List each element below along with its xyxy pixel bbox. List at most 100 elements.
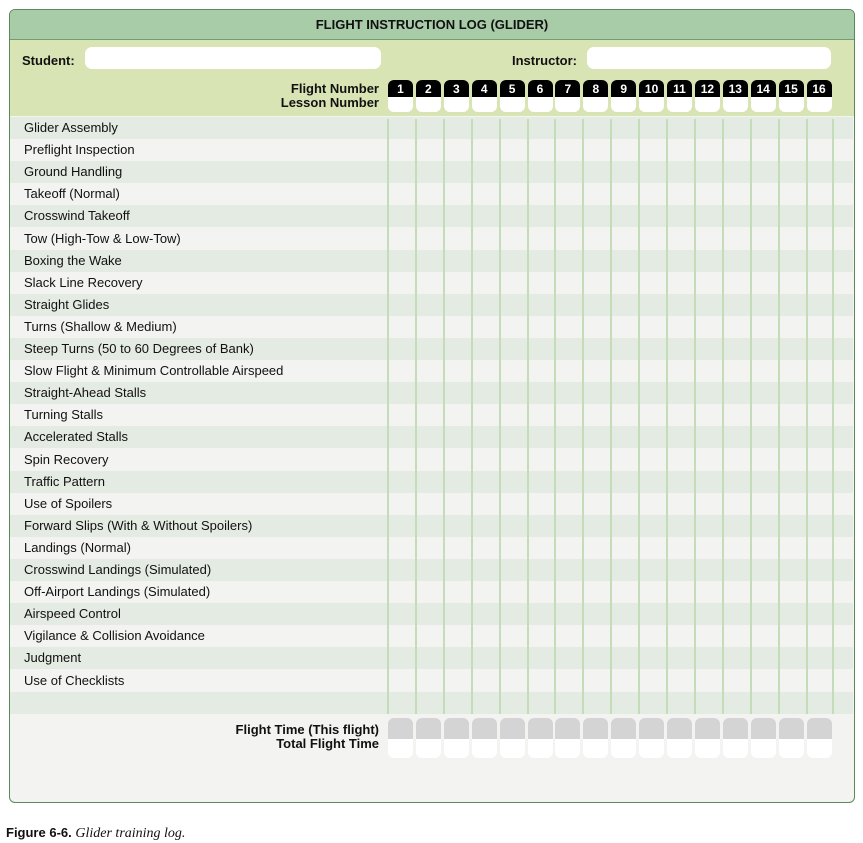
grade-cell[interactable]: [444, 537, 470, 559]
grade-cell[interactable]: [388, 537, 414, 559]
grade-cell[interactable]: [583, 647, 609, 669]
grade-cell[interactable]: [388, 250, 414, 272]
grade-cell[interactable]: [416, 117, 442, 139]
grade-cell[interactable]: [444, 250, 470, 272]
grade-cell[interactable]: [611, 426, 637, 448]
grade-cell[interactable]: [416, 161, 442, 183]
grade-cell[interactable]: [639, 581, 665, 603]
grade-cell[interactable]: [639, 404, 665, 426]
grade-cell[interactable]: [528, 537, 554, 559]
grade-cell[interactable]: [472, 449, 498, 471]
grade-cell[interactable]: [779, 250, 805, 272]
grade-cell[interactable]: [444, 426, 470, 448]
grade-cell[interactable]: [639, 117, 665, 139]
grade-cell[interactable]: [639, 228, 665, 250]
grade-cell[interactable]: [388, 559, 414, 581]
grade-cell[interactable]: [667, 515, 693, 537]
grade-cell[interactable]: [611, 670, 637, 692]
grade-cell[interactable]: [751, 515, 777, 537]
grade-cell[interactable]: [667, 625, 693, 647]
grade-cell[interactable]: [500, 603, 526, 625]
grade-cell[interactable]: [695, 183, 721, 205]
grade-cell[interactable]: [639, 647, 665, 669]
grade-cell[interactable]: [667, 581, 693, 603]
lesson-number-cell[interactable]: [639, 97, 665, 112]
grade-cell[interactable]: [751, 205, 777, 227]
total-flight-time-cell[interactable]: [527, 739, 553, 758]
grade-cell[interactable]: [500, 272, 526, 294]
grade-cell[interactable]: [500, 426, 526, 448]
grade-cell[interactable]: [528, 183, 554, 205]
grade-cell[interactable]: [723, 294, 749, 316]
grade-cell[interactable]: [388, 603, 414, 625]
grade-cell[interactable]: [751, 117, 777, 139]
grade-cell[interactable]: [388, 228, 414, 250]
grade-cell[interactable]: [500, 161, 526, 183]
grade-cell[interactable]: [695, 161, 721, 183]
grade-cell[interactable]: [723, 250, 749, 272]
total-flight-time-cell[interactable]: [750, 739, 776, 758]
grade-cell[interactable]: [388, 515, 414, 537]
student-input[interactable]: [85, 47, 381, 69]
grade-cell[interactable]: [416, 272, 442, 294]
grade-cell[interactable]: [500, 205, 526, 227]
grade-cell[interactable]: [388, 161, 414, 183]
grade-cell[interactable]: [639, 183, 665, 205]
grade-cell[interactable]: [388, 647, 414, 669]
grade-cell[interactable]: [751, 647, 777, 669]
grade-cell[interactable]: [416, 426, 442, 448]
grade-cell[interactable]: [444, 449, 470, 471]
grade-cell[interactable]: [583, 183, 609, 205]
grade-cell[interactable]: [472, 338, 498, 360]
grade-cell[interactable]: [583, 360, 609, 382]
grade-cell[interactable]: [667, 404, 693, 426]
grade-cell[interactable]: [639, 161, 665, 183]
total-flight-time-cell[interactable]: [471, 739, 497, 758]
grade-cell[interactable]: [416, 515, 442, 537]
grade-cell[interactable]: [583, 692, 609, 714]
grade-cell[interactable]: [472, 426, 498, 448]
grade-cell[interactable]: [472, 581, 498, 603]
grade-cell[interactable]: [555, 647, 581, 669]
grade-cell[interactable]: [779, 515, 805, 537]
grade-cell[interactable]: [444, 692, 470, 714]
grade-cell[interactable]: [779, 228, 805, 250]
lesson-number-cell[interactable]: [555, 97, 581, 112]
grade-cell[interactable]: [723, 382, 749, 404]
grade-cell[interactable]: [611, 581, 637, 603]
grade-cell[interactable]: [779, 692, 805, 714]
grade-cell[interactable]: [583, 515, 609, 537]
grade-cell[interactable]: [639, 139, 665, 161]
grade-cell[interactable]: [751, 603, 777, 625]
grade-cell[interactable]: [528, 382, 554, 404]
flight-time-cell[interactable]: [388, 718, 413, 739]
total-flight-time-cell[interactable]: [555, 739, 581, 758]
grade-cell[interactable]: [444, 515, 470, 537]
grade-cell[interactable]: [416, 493, 442, 515]
grade-cell[interactable]: [751, 183, 777, 205]
grade-cell[interactable]: [779, 670, 805, 692]
grade-cell[interactable]: [583, 537, 609, 559]
grade-cell[interactable]: [500, 493, 526, 515]
grade-cell[interactable]: [500, 670, 526, 692]
grade-cell[interactable]: [695, 250, 721, 272]
grade-cell[interactable]: [416, 603, 442, 625]
flight-time-cell[interactable]: [639, 718, 665, 739]
grade-cell[interactable]: [555, 250, 581, 272]
grade-cell[interactable]: [388, 625, 414, 647]
grade-cell[interactable]: [779, 537, 805, 559]
grade-cell[interactable]: [472, 294, 498, 316]
flight-time-cell[interactable]: [750, 718, 776, 739]
grade-cell[interactable]: [779, 139, 805, 161]
grade-cell[interactable]: [555, 205, 581, 227]
grade-cell[interactable]: [807, 139, 833, 161]
grade-cell[interactable]: [779, 183, 805, 205]
grade-cell[interactable]: [611, 625, 637, 647]
grade-cell[interactable]: [555, 670, 581, 692]
grade-cell[interactable]: [583, 250, 609, 272]
grade-cell[interactable]: [528, 338, 554, 360]
grade-cell[interactable]: [807, 581, 833, 603]
grade-cell[interactable]: [779, 316, 805, 338]
grade-cell[interactable]: [667, 161, 693, 183]
grade-cell[interactable]: [388, 338, 414, 360]
